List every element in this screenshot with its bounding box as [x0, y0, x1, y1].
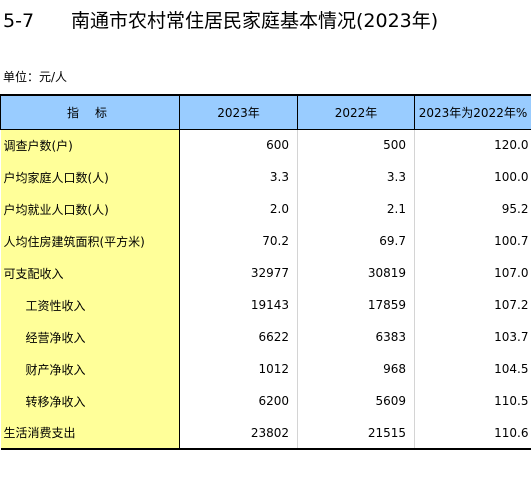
value-2022: 30819 [297, 257, 415, 289]
row-label: 可支配收入 [0, 257, 180, 289]
table-row: 可支配收入 32977 30819 107.0 [0, 257, 531, 289]
statistics-table: 指标 2023年 2022年 2023年为2022年% 调查户数(户) 600 50… [0, 94, 531, 450]
value-2022: 500 [297, 129, 415, 161]
row-label: 财产净收入 [0, 353, 180, 385]
row-label: 户均家庭人口数(人) [0, 161, 180, 193]
value-ratio: 103.7 [414, 321, 531, 353]
row-label: 工资性收入 [0, 289, 180, 321]
header-2023: 2023年 [179, 94, 298, 130]
value-2022: 17859 [297, 289, 415, 321]
value-ratio: 100.0 [414, 161, 531, 193]
value-ratio: 100.7 [414, 225, 531, 257]
row-label: 户均就业人口数(人) [0, 193, 180, 225]
value-2023: 6622 [179, 321, 298, 353]
value-2022: 2.1 [297, 193, 415, 225]
value-ratio: 107.0 [414, 257, 531, 289]
value-2022: 5609 [297, 385, 415, 417]
row-label: 转移净收入 [0, 385, 180, 417]
table-row: 财产净收入 1012 968 104.5 [0, 353, 531, 385]
row-label: 生活消费支出 [0, 417, 180, 450]
row-label: 经营净收入 [0, 321, 180, 353]
table-row: 生活消费支出 23802 21515 110.6 [0, 417, 531, 450]
row-label: 调查户数(户) [0, 129, 180, 161]
header-row: 指标 2023年 2022年 2023年为2022年% [0, 94, 531, 130]
value-2023: 600 [179, 129, 298, 161]
header-ratio: 2023年为2022年% [414, 94, 531, 130]
value-ratio: 120.0 [414, 129, 531, 161]
unit-label: 单位：元/人 [3, 70, 68, 84]
header-indicator: 指标 [0, 94, 180, 130]
value-2023: 2.0 [179, 193, 298, 225]
value-ratio: 110.6 [414, 417, 531, 450]
value-2022: 3.3 [297, 161, 415, 193]
table-row: 工资性收入 19143 17859 107.2 [0, 289, 531, 321]
value-2023: 19143 [179, 289, 298, 321]
value-ratio: 104.5 [414, 353, 531, 385]
value-2023: 1012 [179, 353, 298, 385]
value-2023: 23802 [179, 417, 298, 450]
table-row: 户均就业人口数(人) 2.0 2.1 95.2 [0, 193, 531, 225]
value-2022: 21515 [297, 417, 415, 450]
table-row: 转移净收入 6200 5609 110.5 [0, 385, 531, 417]
value-2023: 3.3 [179, 161, 298, 193]
value-ratio: 107.2 [414, 289, 531, 321]
page-title: 5-7 南通市农村常住居民家庭基本情况(2023年) [0, 4, 531, 38]
table-row: 经营净收入 6622 6383 103.7 [0, 321, 531, 353]
table-row: 人均住房建筑面积(平方米) 70.2 69.7 100.7 [0, 225, 531, 257]
value-2022: 968 [297, 353, 415, 385]
table-number: 5-7 [3, 10, 35, 32]
table-row: 户均家庭人口数(人) 3.3 3.3 100.0 [0, 161, 531, 193]
value-2023: 6200 [179, 385, 298, 417]
value-2023: 32977 [179, 257, 298, 289]
value-ratio: 95.2 [414, 193, 531, 225]
table-row: 调查户数(户) 600 500 120.0 [0, 129, 531, 161]
header-2022: 2022年 [297, 94, 415, 130]
value-2023: 70.2 [179, 225, 298, 257]
table-title: 南通市农村常住居民家庭基本情况(2023年) [71, 10, 439, 32]
value-2022: 6383 [297, 321, 415, 353]
value-2022: 69.7 [297, 225, 415, 257]
value-ratio: 110.5 [414, 385, 531, 417]
row-label: 人均住房建筑面积(平方米) [0, 225, 180, 257]
